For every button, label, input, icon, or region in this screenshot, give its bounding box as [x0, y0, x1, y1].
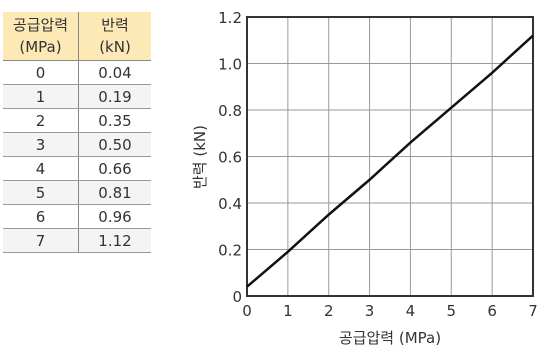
- cell-force: 0.96: [78, 204, 151, 229]
- y-tick-label: 0.4: [218, 195, 242, 213]
- cell-force: 0.66: [78, 156, 151, 181]
- y-axis-label: 반력 (kN): [191, 125, 209, 189]
- x-tick-label: 1: [283, 302, 293, 320]
- table-row: 0 0.04: [3, 60, 151, 85]
- table-row: 7 1.12: [3, 228, 151, 253]
- series-line: [246, 34, 534, 288]
- table-row: 4 0.66: [3, 156, 151, 181]
- cell-pressure: 6: [3, 204, 79, 229]
- x-tick-label: 3: [365, 302, 375, 320]
- cell-pressure: 1: [3, 84, 79, 109]
- table-header-row: 공급압력 (MPa) 반력 (kN): [3, 12, 151, 61]
- x-tick-label: 0: [242, 302, 252, 320]
- cell-pressure: 7: [3, 228, 79, 253]
- header-pressure: 공급압력 (MPa): [3, 12, 79, 61]
- cell-pressure: 2: [3, 108, 79, 133]
- cell-pressure: 5: [3, 180, 79, 205]
- header-pressure-line2: (MPa): [19, 38, 62, 56]
- tick-labels: 0 1 2 3 4 5 6 7 0 0.2 0.4 0.6 0.8 1.0 1.2: [218, 9, 537, 320]
- y-tick-label: 1.0: [218, 56, 242, 74]
- cell-force: 0.50: [78, 132, 151, 157]
- header-pressure-line1: 공급압력: [12, 16, 69, 34]
- cell-force: 0.19: [78, 84, 151, 109]
- cell-force: 0.81: [78, 180, 151, 205]
- cell-force: 0.04: [78, 60, 151, 85]
- y-tick-label: 0.6: [218, 149, 242, 167]
- x-tick-label: 2: [324, 302, 334, 320]
- table-row: 6 0.96: [3, 204, 151, 229]
- y-tick-label: 0.8: [218, 102, 242, 120]
- header-force-line1: 반력: [101, 16, 129, 34]
- x-tick-label: 4: [406, 302, 416, 320]
- cell-force: 0.35: [78, 108, 151, 133]
- table-row: 2 0.35: [3, 108, 151, 133]
- x-tick-label: 6: [487, 302, 497, 320]
- y-tick-label: 1.2: [218, 9, 242, 27]
- y-tick-label: 0.2: [218, 242, 242, 260]
- table-row: 1 0.19: [3, 84, 151, 109]
- data-table: 공급압력 (MPa) 반력 (kN) 0 0.04 1 0.19 2 0.35 3 0.…: [3, 12, 151, 253]
- y-tick-label: 0: [232, 288, 242, 306]
- table-row: 5 0.81: [3, 180, 151, 205]
- cell-force: 1.12: [78, 228, 151, 253]
- grid-lines: [246, 16, 534, 297]
- cell-pressure: 3: [3, 132, 79, 157]
- x-tick-label: 5: [447, 302, 457, 320]
- table-row: 3 0.50: [3, 132, 151, 157]
- x-tick-label: 7: [528, 302, 537, 320]
- header-force-line2: (kN): [99, 38, 131, 56]
- header-force: 반력 (kN): [78, 12, 151, 61]
- cell-pressure: 0: [3, 60, 79, 85]
- cell-pressure: 4: [3, 156, 79, 181]
- x-axis-label: 공급압력 (MPa): [339, 329, 441, 347]
- plot-frame: [246, 16, 534, 297]
